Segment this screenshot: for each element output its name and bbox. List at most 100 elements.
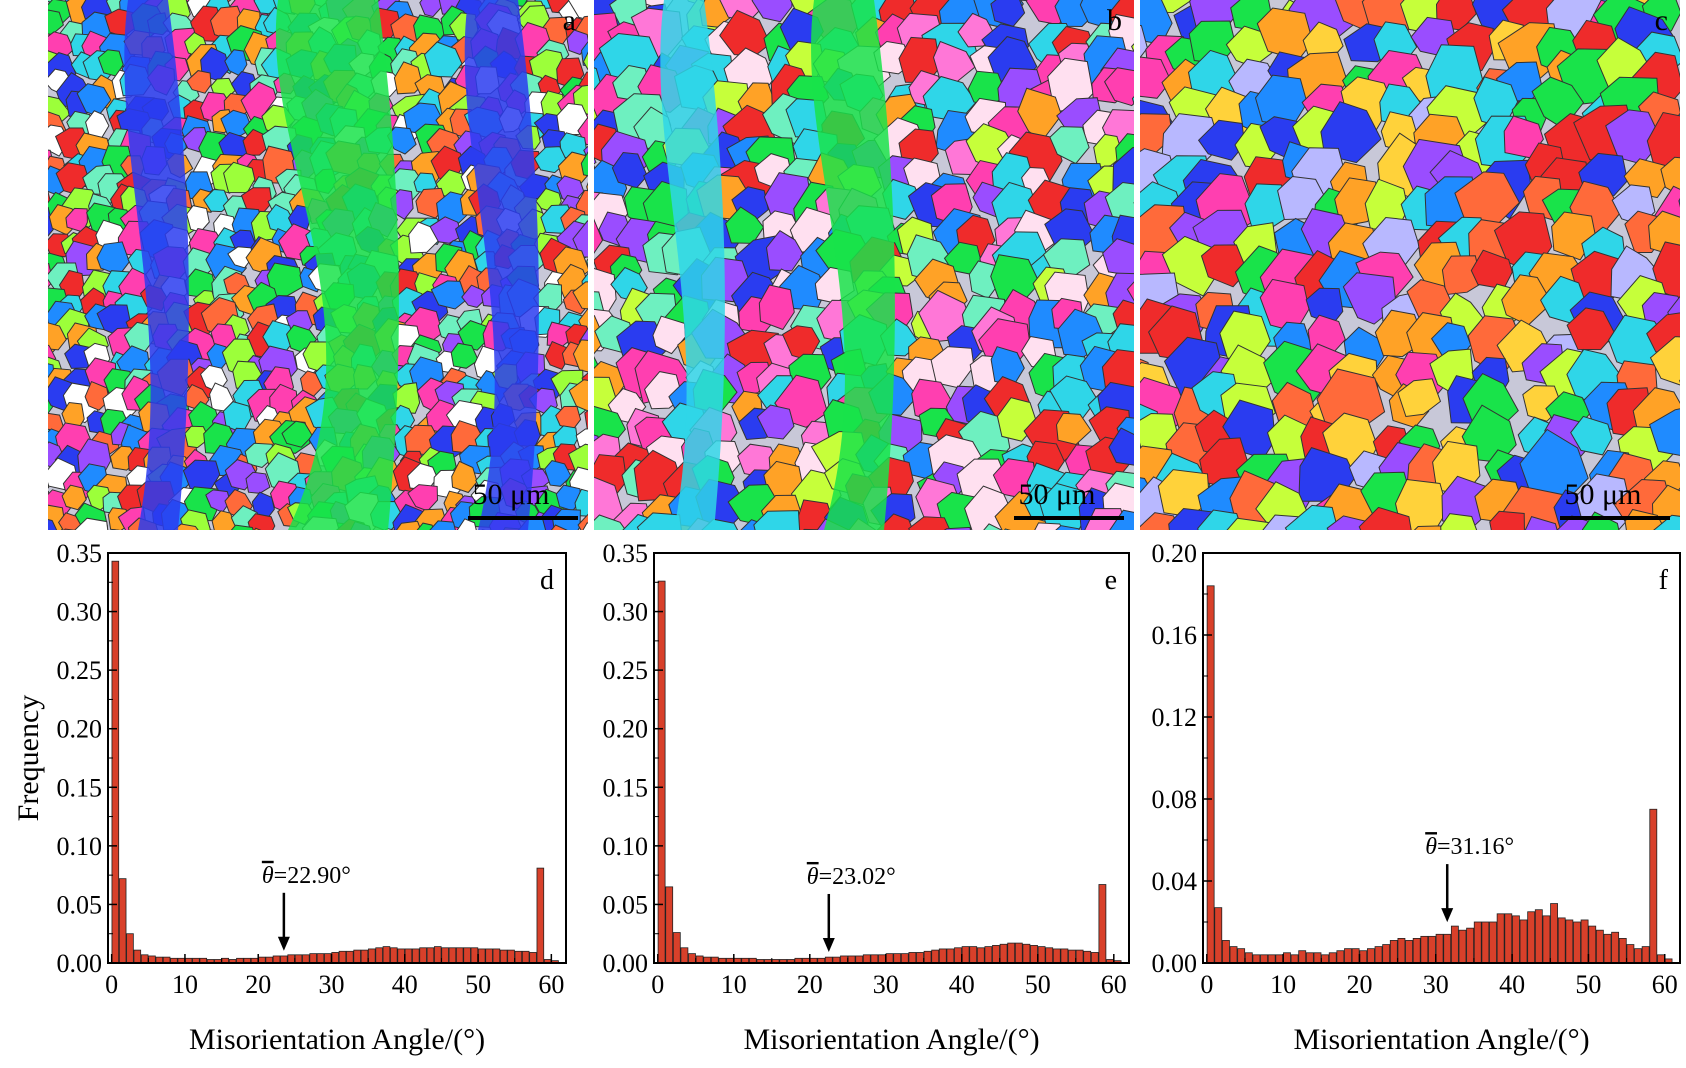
histogram-bar: [1052, 948, 1061, 964]
histogram-bar: [309, 953, 317, 964]
grain-map-c: c 50 μm: [1140, 0, 1680, 530]
histogram-bar: [1275, 954, 1284, 964]
histogram-bar: [280, 955, 288, 964]
x-tick-label: 40: [949, 970, 975, 999]
grain: [461, 284, 486, 308]
elongated-grain: [124, 0, 189, 530]
grain: [578, 307, 588, 332]
x-tick-label: 60: [1652, 970, 1678, 999]
x-axis-label: Misorientation Angle/(°): [1293, 1023, 1589, 1056]
y-tick-label: 0.30: [603, 598, 649, 627]
y-tick-label: 0.35: [57, 539, 103, 568]
grain: [575, 428, 588, 450]
histogram-bar: [969, 946, 978, 964]
histogram-bar: [1037, 946, 1046, 964]
histogram-f: 0 10 20 30 40 50 60 0.00 0.04 0.08 0.12 0.16 0.20 f Mi…: [1152, 539, 1681, 1056]
histogram-bar: [1618, 938, 1627, 964]
histogram-bar: [1229, 946, 1238, 964]
y-tick-label: 0.16: [1152, 621, 1198, 650]
grain: [594, 156, 597, 165]
histogram-bar: [397, 948, 405, 964]
histogram-bar: [118, 878, 127, 964]
grain: [584, 410, 588, 436]
y-tick-label: 0.05: [57, 890, 103, 919]
histogram-bar: [1389, 940, 1398, 964]
x-tick-label: 10: [1270, 970, 1296, 999]
grain: [1440, 513, 1478, 530]
histogram-bar: [1382, 944, 1391, 964]
grain: [416, 522, 435, 530]
scalebar-label: 50 μm: [472, 478, 550, 511]
grain: [1197, 119, 1246, 161]
histogram-bar: [1603, 933, 1612, 964]
grain: [1112, 146, 1134, 193]
panel-label-b: b: [1107, 4, 1122, 37]
x-tick-label: 0: [105, 970, 118, 999]
panel-label-f: f: [1659, 565, 1669, 596]
grain-map-image: [594, 0, 1134, 530]
histogram-bar: [862, 954, 871, 964]
grain: [450, 342, 479, 369]
grain: [48, 322, 67, 351]
histogram-bar: [1550, 903, 1558, 964]
histogram-bar: [1588, 925, 1597, 964]
grain: [568, 379, 588, 412]
histogram-bar: [1305, 952, 1314, 964]
histogram-bar: [1611, 931, 1620, 964]
grain: [582, 51, 588, 71]
grain: [586, 182, 588, 195]
histogram-bar: [1542, 915, 1551, 964]
grain: [61, 484, 87, 511]
grain: [429, 520, 456, 530]
y-tick-label: 0.00: [603, 949, 649, 978]
grain: [253, 527, 262, 530]
grain: [1140, 56, 1172, 99]
y-tick-label: 0.30: [57, 598, 103, 627]
histogram-bar: [360, 949, 369, 964]
histogram-bar: [346, 950, 354, 964]
grain: [753, 510, 801, 530]
y-tick-label: 0.35: [603, 539, 649, 568]
histogram-bar: [1412, 938, 1421, 964]
histogram-bar: [954, 947, 962, 964]
histogram-bar: [1221, 940, 1230, 964]
grain: [582, 522, 588, 530]
y-tick-label: 0.20: [1152, 539, 1198, 568]
histogram-bar: [338, 950, 347, 964]
elongated-grain: [660, 0, 725, 530]
histogram-bar: [272, 955, 281, 964]
histogram-bar: [688, 953, 696, 964]
histogram-bar: [536, 867, 545, 964]
histogram-bar: [324, 953, 332, 964]
grain: [1093, 133, 1124, 169]
histogram-bar: [1641, 946, 1650, 964]
x-tick-label: 50: [1025, 970, 1051, 999]
histogram-bar: [1283, 952, 1291, 964]
y-tick-label: 0.15: [57, 773, 103, 802]
grain: [1103, 67, 1134, 107]
histogram-bar: [938, 948, 947, 964]
grain: [1140, 512, 1178, 530]
histogram-bar: [916, 952, 924, 964]
y-tick-label: 0.10: [57, 832, 103, 861]
histogram-bar: [1458, 929, 1467, 964]
scalebar-line: [1014, 516, 1124, 520]
histogram-bar: [1098, 884, 1107, 964]
histogram-bar: [1244, 952, 1253, 964]
histogram-bar: [840, 955, 848, 964]
grain: [1104, 181, 1134, 227]
grain: [1131, 43, 1134, 53]
grain: [574, 488, 588, 517]
grain: [1320, 101, 1382, 164]
grain: [943, 526, 971, 530]
y-tick-label: 0.00: [57, 949, 103, 978]
histogram-bar: [294, 954, 303, 964]
histogram-bar: [1336, 950, 1345, 964]
histogram-bar: [419, 947, 427, 964]
histogram-bar: [855, 955, 864, 964]
histogram-bar: [1473, 921, 1482, 964]
histogram-bar: [412, 948, 420, 964]
grain: [423, 41, 463, 78]
grain: [580, 151, 588, 177]
